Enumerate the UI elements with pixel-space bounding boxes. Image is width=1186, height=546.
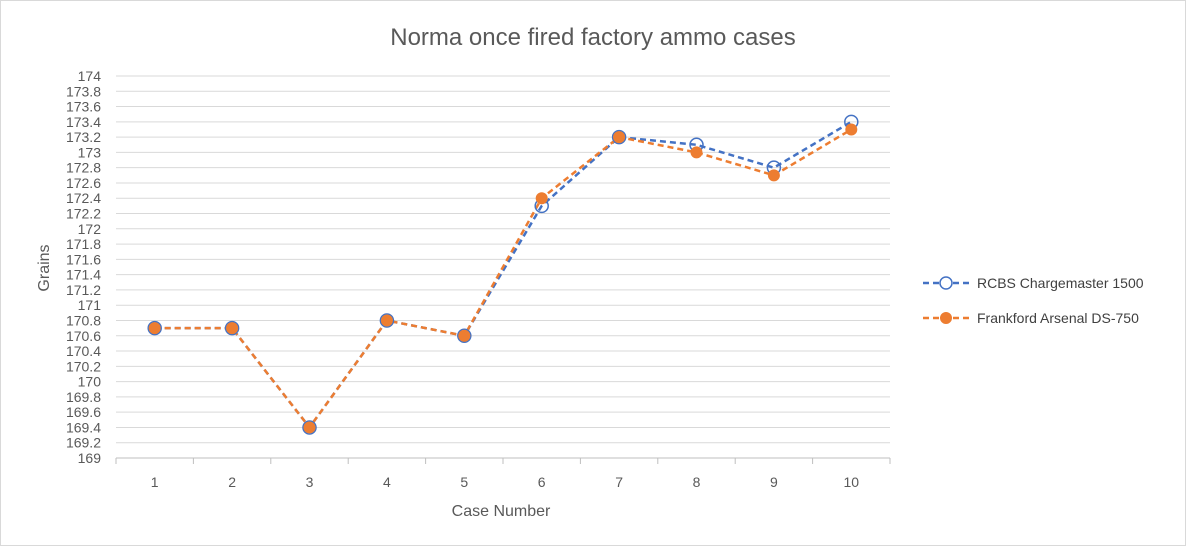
- y-tick-label: 171.2: [66, 282, 101, 298]
- y-tick-label: 169: [78, 450, 102, 466]
- series-line-2: [154, 128, 852, 430]
- y-tick-label: 169.2: [66, 435, 101, 451]
- y-tick-label: 173.4: [66, 114, 101, 130]
- y-tick-label: 172: [78, 221, 102, 237]
- legend-marker-1: [939, 276, 953, 290]
- y-tick-label: 169.4: [66, 419, 101, 435]
- data-point-series-2: [767, 169, 780, 182]
- x-tick-label: 8: [693, 474, 701, 490]
- data-point-series-2: [303, 421, 316, 434]
- chart-title: Norma once fired factory ammo cases: [390, 24, 795, 51]
- data-point-series-2: [226, 322, 239, 335]
- data-point-series-2: [148, 322, 161, 335]
- data-point-series-1: [224, 320, 240, 336]
- x-tick-label: 3: [306, 474, 314, 490]
- data-point-series-2: [845, 123, 858, 136]
- data-point-series-2: [458, 329, 471, 342]
- y-tick-label: 170: [78, 374, 102, 390]
- y-tick-label: 171.4: [66, 267, 101, 283]
- data-point-series-1: [302, 420, 317, 435]
- x-tick-label: 10: [844, 474, 860, 490]
- x-tick-label: 1: [151, 474, 159, 490]
- data-point-series-2: [690, 146, 703, 159]
- y-tick-label: 172.8: [66, 160, 101, 176]
- y-tick-label: 173: [78, 144, 102, 160]
- legend-label-1: RCBS Chargemaster 1500: [977, 275, 1144, 291]
- y-tick-label: 170.8: [66, 312, 101, 328]
- y-tick-label: 174: [78, 68, 102, 84]
- x-tick-label: 7: [615, 474, 623, 490]
- y-tick-label: 171.8: [66, 236, 101, 252]
- x-axis: 1 2 3 4 5 6 7 8 9 10: [115, 457, 891, 490]
- y-tick-label: 170.2: [66, 358, 101, 374]
- x-tick-label: 6: [538, 474, 546, 490]
- legend-marker-2: [940, 312, 952, 324]
- x-tick-label: 9: [770, 474, 778, 490]
- x-tick-label: 4: [383, 474, 391, 490]
- y-tick-label: 173.2: [66, 129, 101, 145]
- y-tick-label: 172.4: [66, 190, 101, 206]
- legend-label-2: Frankford Arsenal DS-750: [977, 310, 1139, 326]
- y-tick-label: 173.6: [66, 99, 101, 115]
- y-tick-label: 171.6: [66, 251, 101, 267]
- data-point-series-1: [147, 320, 162, 336]
- data-point-series-1: [379, 313, 395, 328]
- series-layer: [147, 114, 859, 435]
- data-point-series-2: [380, 314, 393, 327]
- x-axis-title: Case Number: [452, 503, 551, 520]
- data-point-series-1: [611, 129, 627, 145]
- y-tick-label: 170.4: [66, 343, 101, 359]
- x-tick-label: 2: [228, 474, 236, 490]
- y-tick-label: 170.6: [66, 328, 101, 344]
- y-tick-label: 171: [78, 297, 102, 313]
- y-tick-label: 173.8: [66, 83, 101, 99]
- y-tick-label: 169.8: [66, 389, 101, 405]
- y-tick-label: 172.6: [66, 175, 101, 191]
- x-tick-label: 5: [460, 474, 468, 490]
- y-axis-ticks: 169169.2169.4169.6169.8170170.2170.4170.…: [66, 68, 101, 466]
- data-point-series-2: [535, 192, 548, 205]
- y-tick-label: 169.6: [66, 404, 101, 420]
- data-point-series-2: [613, 131, 626, 144]
- legend: RCBS Chargemaster 1500 Frankford Arsenal …: [923, 275, 1144, 326]
- gridlines: [116, 75, 890, 444]
- y-axis-title: Grains: [36, 244, 53, 291]
- y-tick-label: 172.2: [66, 206, 101, 222]
- data-point-series-1: [457, 328, 472, 344]
